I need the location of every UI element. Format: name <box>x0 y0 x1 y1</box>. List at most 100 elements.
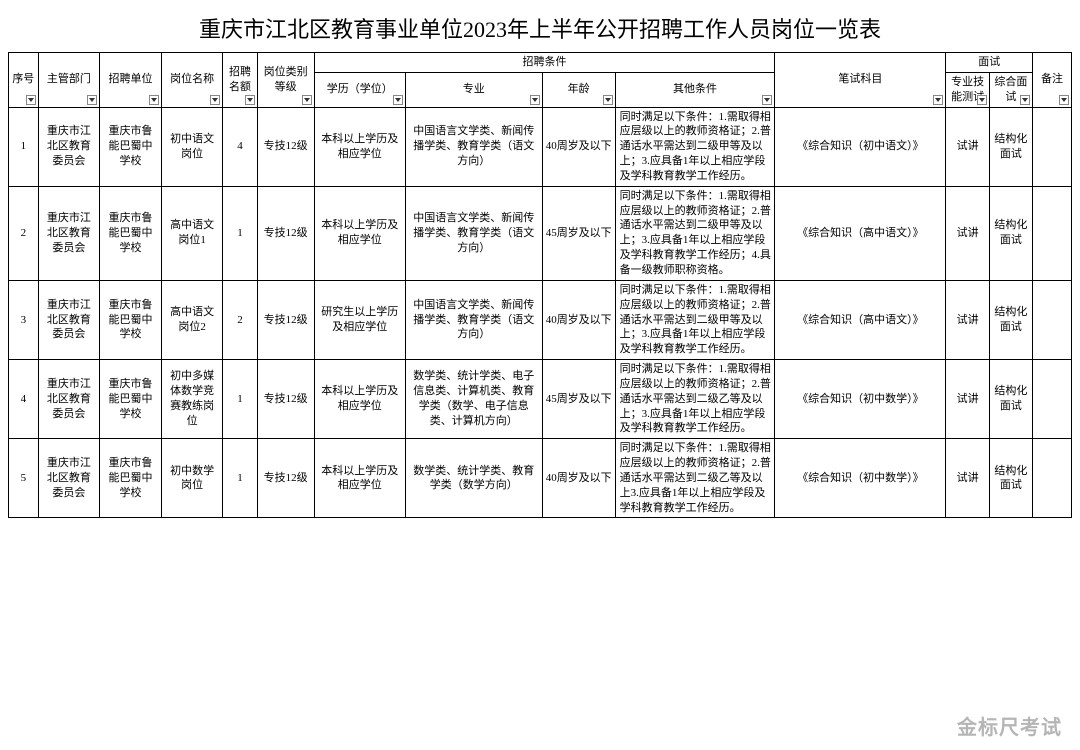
cell-unit: 重庆市鲁能巴蜀中学校 <box>100 360 162 439</box>
filter-icon[interactable] <box>530 95 540 105</box>
cell-level: 专技12级 <box>257 107 314 186</box>
col-post[interactable]: 岗位名称 <box>161 53 223 108</box>
cell-remark <box>1033 439 1072 518</box>
col-comp[interactable]: 综合面试 <box>989 72 1032 107</box>
cell-age: 40周岁及以下 <box>542 439 615 518</box>
cell-count: 1 <box>223 439 257 518</box>
cell-exam: 《综合知识（初中数学）》 <box>775 360 946 439</box>
filter-icon[interactable] <box>210 95 220 105</box>
cell-dept: 重庆市江北区教育委员会 <box>38 186 100 280</box>
cell-remark <box>1033 280 1072 359</box>
filter-icon[interactable] <box>1059 95 1069 105</box>
col-remark[interactable]: 备注 <box>1033 53 1072 108</box>
table-row: 2重庆市江北区教育委员会重庆市鲁能巴蜀中学校高中语文岗位11专技12级本科以上学… <box>9 186 1072 280</box>
cell-dept: 重庆市江北区教育委员会 <box>38 280 100 359</box>
cell-unit: 重庆市鲁能巴蜀中学校 <box>100 186 162 280</box>
col-edu[interactable]: 学历（学位） <box>314 72 405 107</box>
col-cond-group: 招聘条件 <box>314 53 775 73</box>
cell-dept: 重庆市江北区教育委员会 <box>38 360 100 439</box>
cell-exam: 《综合知识（初中数学）》 <box>775 439 946 518</box>
col-unit[interactable]: 招聘单位 <box>100 53 162 108</box>
filter-icon[interactable] <box>26 95 36 105</box>
cell-age: 40周岁及以下 <box>542 280 615 359</box>
cell-major: 数学类、统计学类、电子信息类、计算机类、教育学类（数学、电子信息类、计算机方向） <box>405 360 542 439</box>
cell-post: 初中数学岗位 <box>161 439 223 518</box>
cell-major: 中国语言文学类、新闻传播学类、教育学类（语文方向） <box>405 186 542 280</box>
cell-post: 初中多媒体数学竞赛教练岗位 <box>161 360 223 439</box>
cell-seq: 1 <box>9 107 39 186</box>
cell-other: 同时满足以下条件：1.需取得相应层级以上的教师资格证；2.普通话水平需达到二级甲… <box>615 186 775 280</box>
col-dept-label: 主管部门 <box>47 73 91 85</box>
cell-post: 初中语文岗位 <box>161 107 223 186</box>
cell-skill: 试讲 <box>946 107 989 186</box>
cell-age: 45周岁及以下 <box>542 186 615 280</box>
col-major-label: 专业 <box>463 83 485 95</box>
table-row: 4重庆市江北区教育委员会重庆市鲁能巴蜀中学校初中多媒体数学竞赛教练岗位1专技12… <box>9 360 1072 439</box>
col-post-label: 岗位名称 <box>170 73 214 85</box>
col-interview-group: 面试 <box>946 53 1033 73</box>
filter-icon[interactable] <box>603 95 613 105</box>
col-other[interactable]: 其他条件 <box>615 72 775 107</box>
table-row: 3重庆市江北区教育委员会重庆市鲁能巴蜀中学校高中语文岗位22专技12级研究生以上… <box>9 280 1072 359</box>
cell-edu: 本科以上学历及相应学位 <box>314 107 405 186</box>
cell-count: 2 <box>223 280 257 359</box>
cell-other: 同时满足以下条件：1.需取得相应层级以上的教师资格证；2.普通话水平需达到二级乙… <box>615 360 775 439</box>
cell-level: 专技12级 <box>257 186 314 280</box>
filter-icon[interactable] <box>149 95 159 105</box>
col-seq[interactable]: 序号 <box>9 53 39 108</box>
cell-major: 数学类、统计学类、教育学类（数学方向） <box>405 439 542 518</box>
col-edu-label: 学历（学位） <box>327 83 393 95</box>
cell-remark <box>1033 107 1072 186</box>
col-skill[interactable]: 专业技能测试 <box>946 72 989 107</box>
filter-icon[interactable] <box>762 95 772 105</box>
cell-seq: 5 <box>9 439 39 518</box>
cell-count: 4 <box>223 107 257 186</box>
col-remark-label: 备注 <box>1041 73 1063 85</box>
cell-exam: 《综合知识（高中语文）》 <box>775 280 946 359</box>
cell-other: 同时满足以下条件：1.需取得相应层级以上的教师资格证；2.普通话水平需达到二级甲… <box>615 280 775 359</box>
cell-remark <box>1033 360 1072 439</box>
cell-other: 同时满足以下条件：1.需取得相应层级以上的教师资格证；2.普通话水平需达到二级甲… <box>615 107 775 186</box>
col-age-label: 年龄 <box>568 83 590 95</box>
cell-comp: 结构化面试 <box>989 280 1032 359</box>
col-other-label: 其他条件 <box>673 83 717 95</box>
cell-comp: 结构化面试 <box>989 439 1032 518</box>
cell-age: 45周岁及以下 <box>542 360 615 439</box>
watermark: 金标尺考试 <box>957 711 1062 740</box>
col-dept[interactable]: 主管部门 <box>38 53 100 108</box>
cell-skill: 试讲 <box>946 186 989 280</box>
filter-icon[interactable] <box>302 95 312 105</box>
cell-dept: 重庆市江北区教育委员会 <box>38 439 100 518</box>
cell-edu: 本科以上学历及相应学位 <box>314 186 405 280</box>
cell-comp: 结构化面试 <box>989 360 1032 439</box>
cell-major: 中国语言文学类、新闻传播学类、教育学类（语文方向） <box>405 280 542 359</box>
filter-icon[interactable] <box>1020 95 1030 105</box>
col-level[interactable]: 岗位类别等级 <box>257 53 314 108</box>
cell-unit: 重庆市鲁能巴蜀中学校 <box>100 439 162 518</box>
col-level-label: 岗位类别等级 <box>264 66 308 93</box>
table-row: 1重庆市江北区教育委员会重庆市鲁能巴蜀中学校初中语文岗位4专技12级本科以上学历… <box>9 107 1072 186</box>
col-major[interactable]: 专业 <box>405 72 542 107</box>
table-header: 序号 主管部门 招聘单位 岗位名称 招聘名额 岗位类别等级 招聘条件 笔试科目 … <box>9 53 1072 108</box>
cell-unit: 重庆市鲁能巴蜀中学校 <box>100 107 162 186</box>
col-exam[interactable]: 笔试科目 <box>775 53 946 108</box>
filter-icon[interactable] <box>393 95 403 105</box>
col-count[interactable]: 招聘名额 <box>223 53 257 108</box>
col-age[interactable]: 年龄 <box>542 72 615 107</box>
filter-icon[interactable] <box>977 95 987 105</box>
page-title: 重庆市江北区教育事业单位2023年上半年公开招聘工作人员岗位一览表 <box>8 12 1072 44</box>
filter-icon[interactable] <box>87 95 97 105</box>
cell-edu: 本科以上学历及相应学位 <box>314 360 405 439</box>
col-exam-label: 笔试科目 <box>838 73 882 85</box>
cell-count: 1 <box>223 186 257 280</box>
cell-seq: 2 <box>9 186 39 280</box>
cell-seq: 4 <box>9 360 39 439</box>
cell-age: 40周岁及以下 <box>542 107 615 186</box>
cell-post: 高中语文岗位2 <box>161 280 223 359</box>
table-body: 1重庆市江北区教育委员会重庆市鲁能巴蜀中学校初中语文岗位4专技12级本科以上学历… <box>9 107 1072 518</box>
cell-post: 高中语文岗位1 <box>161 186 223 280</box>
cell-seq: 3 <box>9 280 39 359</box>
cell-level: 专技12级 <box>257 439 314 518</box>
filter-icon[interactable] <box>245 95 255 105</box>
filter-icon[interactable] <box>933 95 943 105</box>
